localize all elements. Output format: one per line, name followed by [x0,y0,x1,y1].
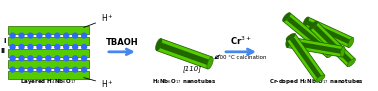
Circle shape [28,67,33,72]
Ellipse shape [207,57,213,69]
Ellipse shape [283,13,290,21]
Circle shape [46,44,51,49]
Bar [8,71,89,79]
Circle shape [28,56,33,61]
Circle shape [55,56,60,61]
Circle shape [73,56,77,61]
Circle shape [28,44,33,49]
Ellipse shape [341,46,345,57]
Circle shape [82,56,87,61]
Ellipse shape [303,17,309,27]
Polygon shape [290,37,321,78]
Text: Layered H$_4$Nb$_6$O$_{17}$: Layered H$_4$Nb$_6$O$_{17}$ [20,77,77,86]
Circle shape [37,67,42,72]
Circle shape [19,33,24,38]
Polygon shape [287,37,344,57]
Circle shape [37,56,42,61]
Polygon shape [283,13,334,58]
Circle shape [64,33,69,38]
Circle shape [64,67,69,72]
Text: Cr-doped H$_4$Nb$_6$O$_{17}$ nanotubes: Cr-doped H$_4$Nb$_6$O$_{17}$ nanotubes [269,77,364,86]
Circle shape [10,67,15,72]
Text: H$_4$Nb$_6$O$_{17}$ nanotubes: H$_4$Nb$_6$O$_{17}$ nanotubes [152,77,217,86]
Ellipse shape [348,38,354,48]
Circle shape [19,44,24,49]
Polygon shape [307,21,350,44]
Ellipse shape [316,75,325,82]
Ellipse shape [286,37,290,48]
Ellipse shape [286,33,295,40]
Text: 300 °C calcination: 300 °C calcination [216,55,266,60]
Circle shape [46,33,51,38]
Polygon shape [160,43,209,65]
Text: II: II [1,48,6,54]
Text: TBAOH: TBAOH [105,38,138,47]
Ellipse shape [327,49,335,58]
Circle shape [73,67,77,72]
Circle shape [19,56,24,61]
Text: H$^+$: H$^+$ [84,78,114,90]
Circle shape [82,67,87,72]
Text: [110]: [110] [183,65,202,72]
Polygon shape [287,17,330,54]
Circle shape [10,44,15,49]
Circle shape [28,33,33,38]
Polygon shape [156,39,212,69]
Polygon shape [304,17,353,48]
Circle shape [82,44,87,49]
Circle shape [55,33,60,38]
Circle shape [64,56,69,61]
Text: I: I [3,38,6,44]
Circle shape [10,56,15,61]
Circle shape [19,67,24,72]
Text: Cr$^{3+}$: Cr$^{3+}$ [230,35,252,47]
Ellipse shape [309,21,318,29]
Circle shape [46,67,51,72]
Circle shape [46,56,51,61]
Circle shape [10,33,15,38]
Bar [8,60,89,68]
Bar [8,26,89,34]
Bar [8,37,89,45]
Circle shape [37,44,42,49]
Ellipse shape [155,39,162,51]
Polygon shape [313,25,352,63]
Polygon shape [286,34,325,82]
Circle shape [64,44,69,49]
Polygon shape [290,40,341,54]
Circle shape [55,44,60,49]
Circle shape [37,33,42,38]
Circle shape [73,44,77,49]
Ellipse shape [347,59,355,67]
Circle shape [55,67,60,72]
Circle shape [73,33,77,38]
Bar [8,49,89,57]
Text: H$^+$: H$^+$ [84,13,114,27]
Polygon shape [310,22,355,67]
Circle shape [82,33,87,38]
